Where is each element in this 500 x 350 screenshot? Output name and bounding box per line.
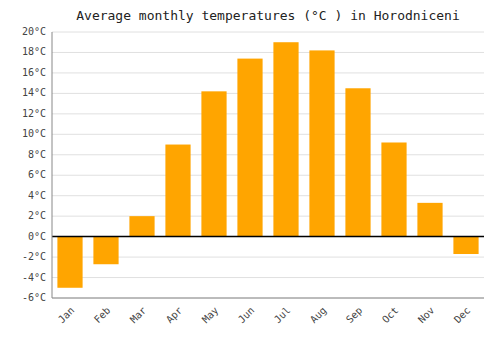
y-tick-label: 6°C <box>28 169 46 180</box>
y-axis-line <box>52 32 53 298</box>
y-tick-label: 12°C <box>22 108 46 119</box>
grid-line <box>52 52 484 53</box>
grid-line <box>52 113 484 114</box>
y-tick-label: 20°C <box>22 26 46 37</box>
x-tick-label: Mar <box>128 305 149 326</box>
bars <box>57 42 478 288</box>
y-tick-label: -6°C <box>22 292 46 303</box>
y-tick-label: 16°C <box>22 67 46 78</box>
y-ticks: -6°C -4°C -2°C 0°C 2°C 4°C 6°C 8°C 10°C 12°C 14°C 1… <box>22 26 46 303</box>
x-tick-label: Dec <box>452 305 473 326</box>
x-tick-label: Jan <box>56 305 77 326</box>
bar <box>381 142 406 236</box>
x-tick-label: Aug <box>308 305 329 326</box>
grid-line <box>52 195 484 196</box>
x-tick-label: Oct <box>380 305 401 326</box>
bar <box>165 145 190 237</box>
chart: -6°C -4°C -2°C 0°C 2°C 4°C 6°C 8°C 10°C 12°C 14°C 1… <box>0 0 500 350</box>
y-tick-label: 18°C <box>22 46 46 57</box>
bar <box>453 237 478 254</box>
y-tick-label: 14°C <box>22 87 46 98</box>
y-tick-label: 8°C <box>28 149 46 160</box>
y-tick-label: 0°C <box>28 231 46 242</box>
x-ticks: Jan Feb Mar Apr May Jun Jul Aug Sep Oct Nov Dec <box>56 305 473 326</box>
grid-line <box>52 236 484 237</box>
x-tick-label: Jun <box>236 305 257 326</box>
grid-line <box>52 134 484 135</box>
x-tick-label: Sep <box>344 305 365 326</box>
bar <box>309 50 334 236</box>
grid-line <box>52 277 484 278</box>
bar <box>345 88 370 236</box>
y-tick-label: 4°C <box>28 190 46 201</box>
bar <box>417 203 442 237</box>
bar <box>129 216 154 236</box>
bar <box>273 42 298 236</box>
x-tick-label: Apr <box>164 305 185 326</box>
x-tick-label: Nov <box>416 305 437 326</box>
x-axis-line <box>52 298 484 299</box>
grid-line <box>52 175 484 176</box>
bar <box>93 237 118 265</box>
chart-container: -6°C -4°C -2°C 0°C 2°C 4°C 6°C 8°C 10°C 12°C 14°C 1… <box>0 0 500 350</box>
bar <box>57 237 82 288</box>
y-tick-label: -4°C <box>22 272 46 283</box>
grid-line <box>52 154 484 155</box>
grid <box>52 32 484 298</box>
grid-line <box>52 32 484 33</box>
y-tick-label: 2°C <box>28 210 46 221</box>
grid-line <box>52 93 484 94</box>
title: Average monthly temperatures (°C ) in Ho… <box>76 8 460 23</box>
zero-line <box>52 236 484 238</box>
x-tick-label: Feb <box>92 305 113 326</box>
grid-line <box>52 72 484 73</box>
grid-line <box>52 298 484 299</box>
bar <box>201 91 226 236</box>
x-tick-label: Jul <box>272 305 293 326</box>
y-tick-label: -2°C <box>22 251 46 262</box>
bar <box>237 59 262 237</box>
x-tick-label: May <box>200 305 221 326</box>
y-tick-label: 10°C <box>22 128 46 139</box>
